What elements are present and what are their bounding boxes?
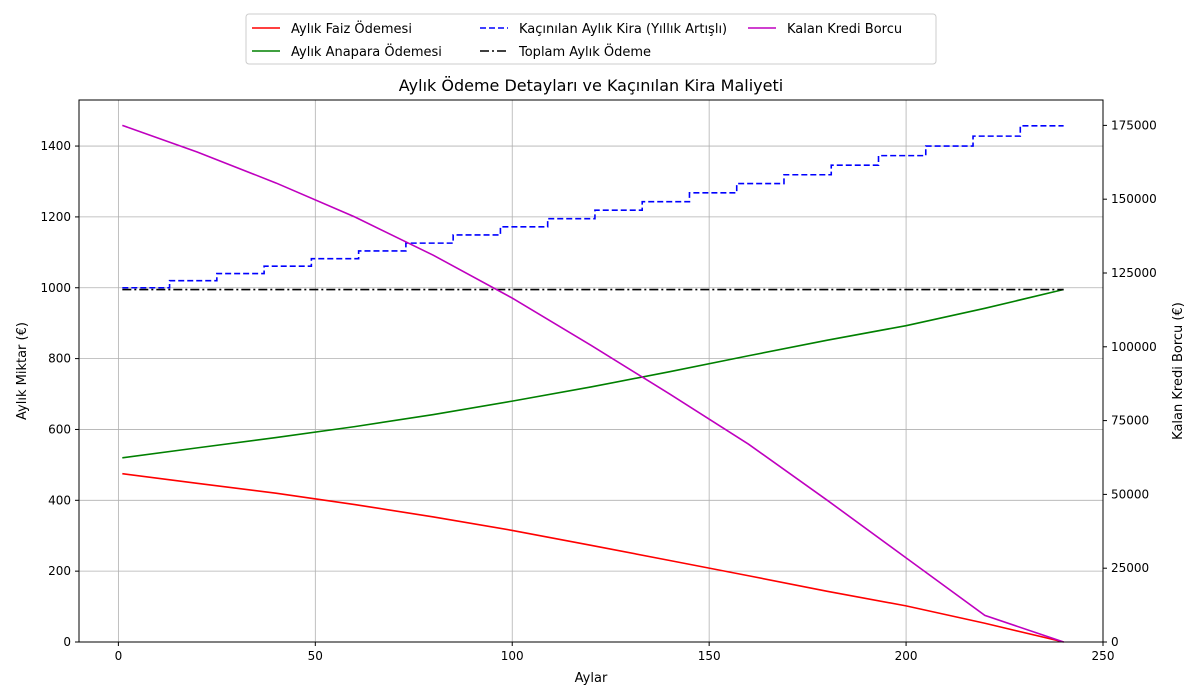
y2-axis: 0 25000 50000 75000 100000 125000 150000 175000 <box>1103 118 1157 649</box>
x-tick-label: 100 <box>501 649 524 663</box>
legend-label-0: Aylık Faiz Ödemesi <box>291 20 412 37</box>
y-axis: 0 200 400 600 800 1000 1200 1400 <box>40 139 79 649</box>
series-line-2 <box>122 125 1064 289</box>
x-tick-label: 200 <box>895 649 918 663</box>
grid <box>79 100 1104 643</box>
x-axis-label: Aylar <box>575 671 608 686</box>
y-tick-label: 400 <box>48 493 71 507</box>
y-tick-label: 0 <box>63 635 71 649</box>
x-axis: 0 50 100 150 200 250 <box>115 642 1115 663</box>
y-tick-label: 1000 <box>40 281 71 295</box>
y2-tick-label: 100000 <box>1111 340 1157 354</box>
legend: Aylık Faiz Ödemesi Aylık Anapara Ödemesi K… <box>245 13 937 65</box>
legend-label-1: Aylık Anapara Ödemesi <box>291 43 442 60</box>
y-tick-label: 1200 <box>40 210 71 224</box>
y2-tick-label: 50000 <box>1111 487 1149 501</box>
legend-frame <box>245 13 937 65</box>
y2-axis-label: Kalan Kredi Borcu (€) <box>1171 302 1186 440</box>
x-tick-label: 150 <box>698 649 721 663</box>
y2-tick-label: 75000 <box>1111 414 1149 428</box>
legend-label-3: Toplam Aylık Ödeme <box>518 43 651 60</box>
y2-tick-label: 25000 <box>1111 561 1149 575</box>
plot-frame <box>78 99 1104 643</box>
legend-label-4: Kalan Kredi Borcu <box>787 22 902 37</box>
y2-tick-label: 175000 <box>1111 118 1157 132</box>
chart-title: Aylık Ödeme Detayları ve Kaçınılan Kira … <box>399 76 783 95</box>
y-tick-label: 200 <box>48 564 71 578</box>
y-axis-label: Aylık Miktar (€) <box>15 322 30 420</box>
x-tick-label: 50 <box>308 649 323 663</box>
series-line-0 <box>122 472 1064 643</box>
y2-tick-label: 0 <box>1111 635 1119 649</box>
series-line-4 <box>122 124 1064 643</box>
y-tick-label: 800 <box>48 352 71 366</box>
y-tick-label: 600 <box>48 422 71 436</box>
x-tick-label: 0 <box>115 649 123 663</box>
y2-tick-label: 150000 <box>1111 192 1157 206</box>
x-tick-label: 250 <box>1092 649 1115 663</box>
y2-tick-label: 125000 <box>1111 266 1157 280</box>
series-line-1 <box>122 288 1064 459</box>
legend-label-2: Kaçınılan Aylık Kira (Yıllık Artışlı) <box>519 22 727 37</box>
y-tick-label: 1400 <box>40 139 71 153</box>
series-layer <box>122 124 1064 643</box>
